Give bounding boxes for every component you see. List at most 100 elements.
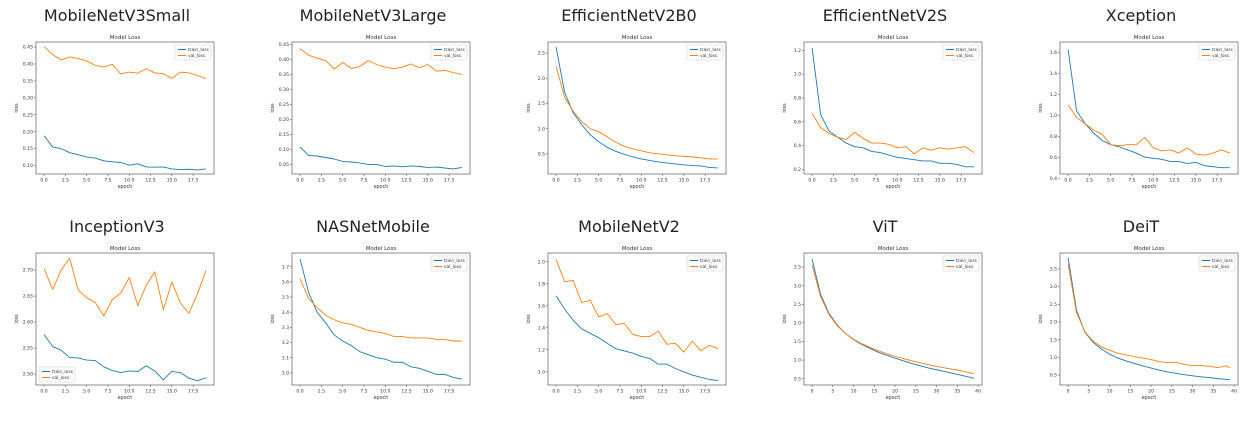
series-line-train-loss: [43, 334, 207, 382]
y-tick-label: 1.4: [538, 325, 545, 331]
series-line-val-loss: [555, 259, 719, 353]
x-tick-label: 35: [1210, 389, 1216, 395]
y-tick-label: 2.5: [538, 51, 545, 57]
legend-label: train_loss: [956, 258, 978, 264]
panel-title: EfficientNetV2S: [822, 6, 948, 25]
y-tick-label: 3.5: [282, 295, 289, 301]
x-tick-label: 17.5: [444, 389, 454, 395]
x-tick-label: 10.0: [1148, 178, 1158, 184]
x-tick-label: 17.5: [444, 178, 454, 184]
y-tick-label: 0.45: [23, 45, 33, 51]
y-tick-label: 2.50: [23, 372, 33, 378]
y-tick-label: 2.0: [538, 76, 545, 82]
x-axis-label: epoch: [118, 184, 133, 190]
x-axis-label: epoch: [1142, 395, 1157, 401]
y-axis-label: loss: [270, 103, 276, 113]
x-tick-label: 5.0: [595, 178, 602, 184]
x-tick-label: 5: [1087, 389, 1090, 395]
y-tick-label: 2.55: [23, 346, 33, 352]
x-tick-label: 40: [975, 389, 981, 395]
legend-box: [942, 44, 980, 61]
x-tick-label: 5.0: [339, 178, 346, 184]
y-tick-label: 0.10: [23, 163, 33, 169]
x-tick-label: 35: [954, 389, 960, 395]
panel-title: NASNetMobile: [316, 217, 430, 236]
legend-label: train_loss: [956, 47, 978, 53]
panel-title: MobileNetV3Large: [299, 6, 447, 25]
x-tick-label: 0.0: [296, 389, 303, 395]
y-tick-label: 3.4: [282, 310, 289, 316]
legend-box: [174, 44, 212, 61]
legend-box: [430, 44, 468, 61]
x-tick-label: 15.0: [423, 178, 433, 184]
x-tick-label: 2.5: [318, 389, 325, 395]
x-tick-label: 7.5: [104, 178, 111, 184]
plot-frame: [803, 41, 983, 175]
x-tick-label: 17.5: [188, 389, 198, 395]
x-tick-label: 7.5: [360, 178, 367, 184]
x-axis-label: epoch: [886, 395, 901, 401]
y-tick-label: 1.5: [1050, 337, 1057, 343]
plot-frame: [291, 252, 471, 386]
panel-title: DeiT: [1122, 217, 1160, 236]
x-axis-label: epoch: [374, 184, 389, 190]
panel-title: MobileNetV3Small: [43, 6, 191, 25]
x-tick-label: 2.5: [62, 389, 69, 395]
chart-panel: MobileNetV3Large Model Loss 0.0 2.5 5.0 7.5 10…: [256, 0, 508, 210]
x-tick-label: 20: [1148, 389, 1154, 395]
x-tick-label: 30: [1190, 389, 1196, 395]
y-tick-label: 2.5: [794, 302, 801, 308]
y-tick-label: 2.65: [23, 294, 33, 300]
x-tick-label: 0.0: [40, 389, 47, 395]
y-tick-label: 1.6: [1050, 50, 1057, 56]
x-tick-label: 7.5: [616, 389, 623, 395]
x-tick-label: 17.5: [700, 389, 710, 395]
loss-chart-svg: Model Loss 0.0 2.5 5.0 7.5 10.0 12.5 15.0 17.5 0.…: [526, 35, 727, 190]
y-tick-label: 0.4: [1050, 176, 1057, 182]
y-tick-label: 1.2: [1050, 92, 1057, 98]
loss-chart-svg: Model Loss 0.0 2.5 5.0 7.5 10.0 12.5 15.0 17.5 0.…: [782, 35, 983, 190]
x-tick-label: 2.5: [574, 178, 581, 184]
chart-panel: MobileNetV3Small Model Loss 0.0 2.5 5.0 7.5 10…: [0, 0, 252, 210]
x-tick-label: 17.5: [188, 178, 198, 184]
x-tick-label: 0.0: [1064, 178, 1071, 184]
y-tick-label: 0.5: [794, 376, 801, 382]
legend-box: [1198, 44, 1236, 61]
series-line-train-loss: [811, 258, 975, 379]
y-tick-label: 0.20: [279, 117, 289, 123]
y-axis-label: loss: [14, 103, 20, 113]
y-tick-label: 2.60: [23, 320, 33, 326]
y-tick-label: 1.0: [794, 358, 801, 364]
x-tick-label: 12.5: [401, 178, 411, 184]
x-tick-label: 12.5: [401, 389, 411, 395]
legend-label: val_loss: [52, 375, 70, 381]
x-tick-label: 2.5: [318, 178, 325, 184]
series-line-train-loss: [555, 46, 718, 169]
x-tick-label: 5.0: [595, 389, 602, 395]
y-tick-label: 1.4: [1050, 71, 1057, 77]
x-tick-label: 5.0: [1107, 178, 1114, 184]
legend-label: train_loss: [188, 47, 210, 53]
y-tick-label: 1.0: [538, 126, 545, 132]
chart-panel: MobileNetV2 Model Loss 0.0 2.5 5.0 7.5 10.0 12.…: [512, 211, 764, 421]
y-axis-label: loss: [1038, 314, 1044, 324]
x-tick-label: 5.0: [83, 178, 90, 184]
x-tick-label: 7.5: [360, 389, 367, 395]
chart-title: Model Loss: [1134, 35, 1165, 41]
y-axis-label: loss: [782, 103, 788, 113]
legend-label: val_loss: [956, 53, 974, 59]
series-line-val-loss: [811, 264, 975, 375]
x-axis-label: epoch: [630, 184, 645, 190]
x-tick-label: 7.5: [104, 389, 111, 395]
panel-title: ViT: [872, 217, 898, 236]
x-tick-label: 10.0: [892, 178, 902, 184]
y-axis-label: loss: [14, 314, 20, 324]
chart-panel: EfficientNetV2B0 Model Loss 0.0 2.5 5.0 7.5 10…: [512, 0, 764, 210]
x-tick-label: 5.0: [83, 389, 90, 395]
legend-box: [686, 255, 724, 272]
x-tick-label: 10.0: [124, 178, 134, 184]
x-tick-label: 0: [811, 389, 814, 395]
x-axis-label: epoch: [630, 395, 645, 401]
y-axis-label: loss: [782, 314, 788, 324]
